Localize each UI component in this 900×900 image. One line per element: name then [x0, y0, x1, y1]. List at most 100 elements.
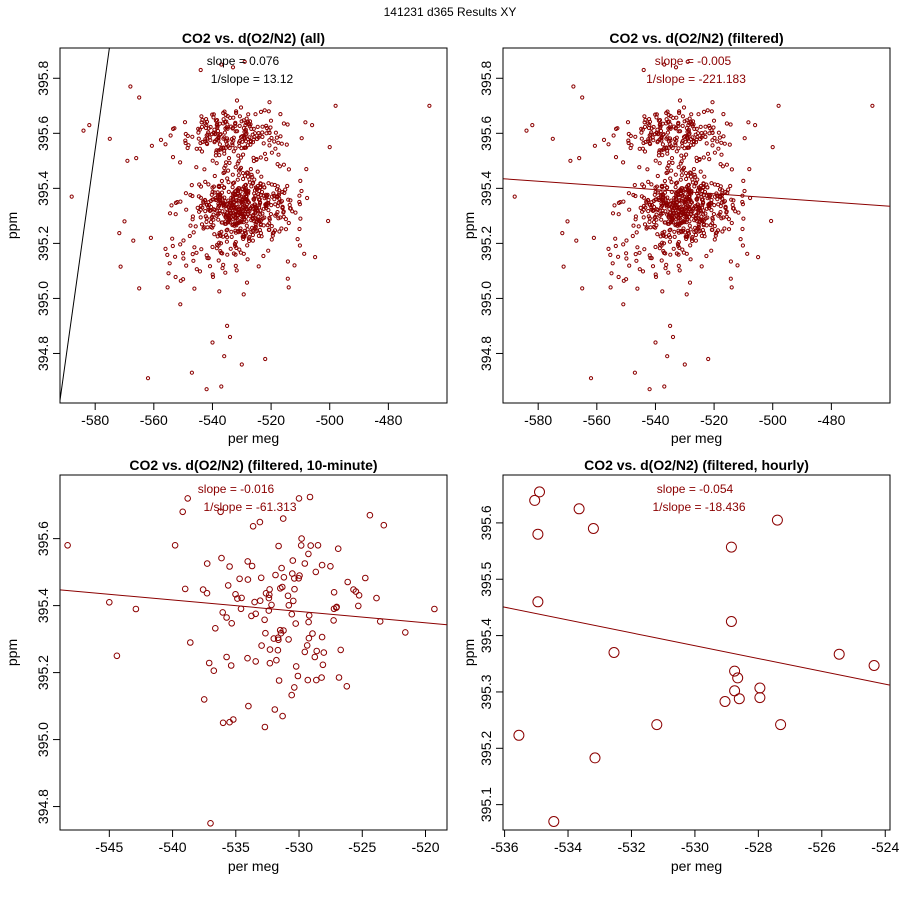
panel-filtered-point [695, 134, 700, 140]
panel-filtered-point [658, 128, 664, 134]
panel-filtered-point [678, 177, 683, 182]
panel-all-point [246, 112, 251, 117]
panel-all-point [200, 139, 205, 145]
panel-all-x-tick-label: -480 [374, 412, 402, 428]
panel-10-minute-point [333, 604, 340, 612]
panel-filtered-point [658, 242, 663, 247]
panel-all-point [231, 205, 236, 210]
panel-filtered-point [660, 289, 665, 294]
panel-all-point [233, 165, 238, 170]
panel-filtered-point [741, 178, 746, 183]
panel-filtered-point [685, 135, 690, 140]
panel-hourly-point [587, 523, 599, 534]
panel-all-point [190, 193, 195, 199]
panel-10-minute-point [373, 594, 380, 602]
panel-all-point [283, 217, 288, 222]
panel-filtered-point [704, 141, 709, 146]
panel-10-minute-point [284, 592, 292, 600]
panel-10-minute-point [366, 511, 374, 519]
panel-10-minute-point [226, 718, 233, 726]
panel-filtered-point [683, 171, 689, 176]
panel-all-point [222, 354, 227, 359]
panel-filtered-point [621, 199, 626, 204]
panel-filtered-point [710, 138, 715, 143]
panel-filtered-point [657, 161, 662, 166]
panel-hourly-point [719, 696, 731, 707]
panel-filtered-point [688, 143, 694, 148]
panel-filtered-point [688, 170, 693, 175]
panel-all-point [199, 120, 204, 125]
panel-filtered-point [660, 184, 665, 190]
panel-filtered-point [668, 176, 673, 181]
panel-hourly-point [775, 719, 787, 731]
panel-filtered-point [724, 209, 729, 214]
panel-filtered-point [655, 207, 660, 212]
panel-filtered-point [670, 200, 675, 205]
panel-all-point [254, 157, 259, 162]
panel-filtered-x-tick-label: -540 [641, 412, 669, 428]
panel-filtered-point [679, 168, 685, 173]
panel-all-point [267, 100, 272, 105]
panel-filtered-point [746, 120, 751, 125]
panel-10-minute-point [248, 562, 256, 570]
panel-10-minute-x-tick-label: -525 [348, 839, 376, 855]
panel-all-point [261, 206, 266, 211]
panel-filtered-point [684, 118, 689, 123]
panel-filtered-point [701, 193, 706, 198]
panel-filtered-point [627, 263, 632, 268]
panel-all-point [262, 196, 267, 201]
panel-filtered-point [688, 257, 693, 262]
panel-filtered-point [712, 224, 717, 229]
panel-all-point [239, 119, 244, 124]
panel-10-minute-point [223, 653, 230, 661]
panel-filtered-point [753, 123, 758, 128]
panel-all-point [252, 208, 258, 213]
panel-all-point [333, 103, 338, 108]
panel-filtered-point [676, 189, 681, 194]
panel-10-minute-annotation-slope: slope = -0.016 [198, 482, 275, 496]
panel-all-point [210, 274, 216, 279]
panel-all-y-tick-label: 395.2 [35, 226, 51, 261]
panel-filtered-point [667, 206, 672, 211]
panel-filtered-y-tick-label: 395.4 [478, 171, 494, 206]
panel-all-point [279, 226, 284, 231]
panel-all-point [198, 215, 203, 220]
panel-filtered-point [686, 129, 691, 134]
panel-10-minute-x-tick-label: -540 [159, 839, 187, 855]
panel-10-minute-point [305, 612, 313, 619]
panel-filtered-point [650, 208, 656, 213]
panel-filtered-point [700, 202, 705, 207]
panel-filtered-point [659, 148, 664, 153]
panel-all-point [292, 263, 297, 268]
panel-all-point [304, 167, 309, 172]
panel-all-point [273, 130, 278, 135]
panel-filtered-point [697, 219, 703, 224]
panel-all-point [226, 156, 232, 161]
panel-filtered-point [745, 251, 750, 256]
panel-filtered-point [577, 156, 582, 161]
panel-hourly-x-tick-label: -532 [617, 839, 645, 855]
panel-all-point [276, 152, 281, 157]
panel-all-point [191, 258, 196, 263]
panel-all-point [224, 239, 229, 244]
panel-all-point [241, 118, 246, 123]
panel-all-point [313, 255, 318, 260]
panel-filtered-point [675, 241, 681, 247]
panel-all-point [253, 229, 258, 234]
panel-filtered-point [728, 183, 733, 189]
panel-filtered-point [710, 143, 715, 148]
panel-filtered-point [735, 263, 740, 268]
panel-all-point [302, 251, 307, 256]
panel-filtered-point [674, 200, 679, 205]
panel-filtered-point [704, 182, 709, 187]
panel-filtered-point [672, 229, 677, 234]
panel-10-minute-x-axis: -545 -540 -535 -530 -525 -520 [95, 829, 440, 855]
panel-all-point [238, 189, 243, 194]
panel-all-point [122, 219, 127, 224]
panel-all-point [173, 200, 178, 205]
panel-filtered-point [608, 252, 613, 257]
panel-filtered-point [649, 256, 654, 261]
panel-filtered-point [720, 164, 726, 169]
panel-all-point [183, 191, 188, 196]
panel-all-point [243, 187, 249, 192]
